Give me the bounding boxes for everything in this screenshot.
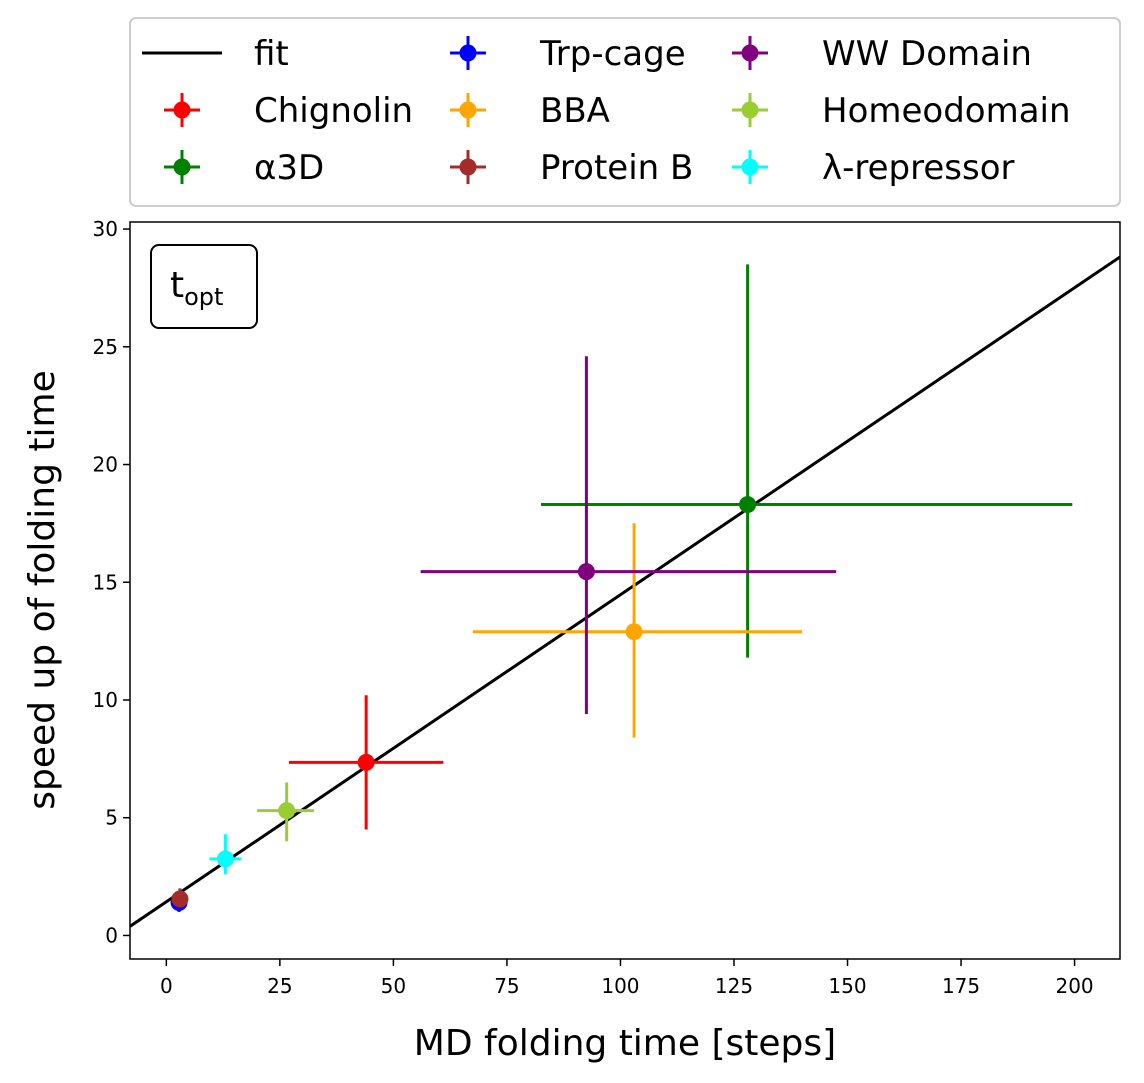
legend-marker [459,44,477,62]
series-homeodomain [257,782,314,842]
legend-label: Protein B [540,148,693,188]
x-tick-label: 125 [715,974,753,998]
y-axis-label: speed up of folding time [22,370,63,809]
legend-marker [459,101,477,119]
legend-entry-repressor: λ-repressor [732,148,1015,188]
y-tick-label: 15 [93,570,118,594]
legend-entry-ww-domain: WW Domain [732,34,1032,74]
legend-marker [741,44,759,62]
data-point [577,563,595,581]
plot-content [130,255,1120,928]
legend-entry-homeodomain: Homeodomain [732,91,1071,131]
series-ww-domain [420,356,837,715]
series-bba [472,523,803,738]
x-tick-label: 0 [160,974,173,998]
legend-label: Chignolin [254,91,413,131]
data-point [625,623,643,641]
legend-label: α3D [254,148,324,188]
data-point [171,890,189,908]
y-tick-label: 30 [93,217,118,241]
series-3d [540,264,1073,658]
y-tick-label: 0 [105,923,118,947]
legend-entry-bba: BBA [450,91,610,131]
y-tick-label: 10 [93,688,118,712]
series-repressor [209,834,242,875]
legend-box [129,17,1121,207]
x-tick-label: 175 [942,974,980,998]
annotation-sub: opt [184,283,223,311]
series-chignolin [288,695,444,830]
legend-marker [459,158,477,176]
data-point [216,850,234,868]
y-tick-label: 20 [93,453,118,477]
data-point [739,496,757,514]
x-tick-label: 150 [828,974,866,998]
x-axis: 0 25 50 75 100 125 150 175 200 [160,959,1094,998]
legend-entry-fit: fit [142,34,289,74]
legend-entry-3d: α3D [164,148,324,188]
legend-entry-trp-cage: Trp-cage [450,34,686,74]
annotation-text: topt [170,265,223,311]
legend-entry-chignolin: Chignolin [164,91,413,131]
legend-marker [173,101,191,119]
fit-line [130,255,1120,928]
x-tick-label: 75 [494,974,519,998]
legend-entry-protein-b: Protein B [450,148,693,188]
x-tick-label: 100 [601,974,639,998]
legend: fit Chignolin α3D Trp-cage BBA Protein B WW Do… [142,34,1071,188]
annotation: topt [150,244,258,329]
annotation-main: t [170,265,184,306]
plot-frame [129,221,1121,960]
data-point [357,753,375,771]
legend-marker [173,158,191,176]
legend-marker [741,158,759,176]
x-tick-label: 200 [1055,974,1093,998]
y-tick-label: 5 [105,806,118,830]
legend-label: λ-repressor [822,148,1015,188]
y-tick-label: 25 [93,335,118,359]
legend-marker [741,101,759,119]
legend-label: fit [254,34,289,74]
y-axis: 0 5 10 15 20 25 30 [93,217,130,947]
series-protein-b [171,888,189,908]
data-point [278,802,296,820]
legend-label: Trp-cage [539,34,686,74]
x-axis-label: MD folding time [steps] [414,1023,836,1064]
annotation-box [150,244,258,329]
x-tick-label: 25 [267,974,292,998]
legend-label: Homeodomain [822,91,1071,131]
legend-label: WW Domain [822,34,1032,74]
x-tick-label: 50 [381,974,406,998]
legend-label: BBA [540,91,610,131]
